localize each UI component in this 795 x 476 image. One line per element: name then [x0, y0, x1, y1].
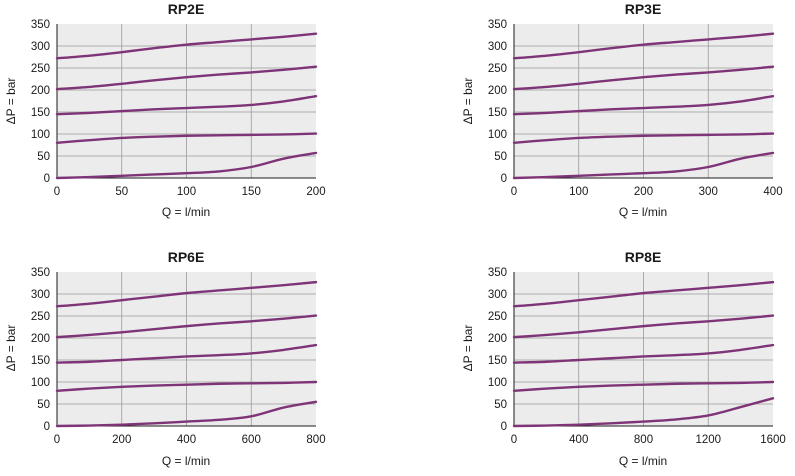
- series-line: [55, 280, 318, 308]
- chart-title: RP2E: [168, 1, 205, 17]
- y-axis-label: ΔP = bar: [4, 325, 18, 372]
- series-line: [55, 94, 318, 116]
- series-line: [55, 343, 318, 364]
- x-tick-label: 200: [112, 434, 131, 446]
- x-tick-label: 400: [763, 186, 782, 198]
- y-tick-label: 250: [31, 311, 50, 323]
- series-line: [55, 132, 318, 144]
- x-tick-label: 100: [177, 186, 196, 198]
- y-tick-label: 50: [494, 151, 507, 163]
- series-line: [512, 151, 775, 180]
- x-tick-label: 100: [569, 186, 588, 198]
- chart-panel-rp8e: RP8E ΔP = bar Q = l/min 0 400 800 1200 16000…: [461, 249, 786, 468]
- series-line: [512, 132, 775, 144]
- y-tick-label: 100: [488, 129, 507, 141]
- y-tick-label: 350: [31, 267, 50, 279]
- y-axis-label: ΔP = bar: [461, 78, 475, 125]
- y-tick-label: 100: [31, 377, 50, 389]
- x-tick-label: 0: [511, 186, 517, 198]
- series-line: [512, 397, 775, 428]
- series-line: [55, 151, 318, 180]
- series-line: [512, 314, 775, 339]
- y-tick-label: 300: [31, 41, 50, 53]
- y-tick-label: 350: [31, 19, 50, 31]
- series-line: [55, 65, 318, 91]
- y-axis-label: ΔP = bar: [4, 78, 18, 125]
- chart-panel-rp2e: RP2E ΔP = bar Q = l/min 0 50 100 150 200 0 50 1…: [4, 1, 326, 219]
- plot-area: 0 200 400 600 800 0 50 100 150 200 250 300 350: [31, 267, 326, 446]
- series-line: [55, 380, 318, 392]
- chart-title: RP8E: [625, 249, 662, 265]
- chart-panel-rp3e: RP3E ΔP = bar Q = l/min 0 100 200 300 400 0 50…: [461, 1, 783, 219]
- series-line: [512, 380, 775, 392]
- y-tick-label: 150: [488, 355, 507, 367]
- x-tick-label: 0: [54, 434, 60, 446]
- series-line: [512, 32, 775, 60]
- y-tick-label: 300: [488, 41, 507, 53]
- y-tick-label: 250: [488, 311, 507, 323]
- y-tick-label: 100: [488, 377, 507, 389]
- series-line: [512, 65, 775, 91]
- x-axis-label: Q = l/min: [619, 205, 667, 219]
- y-tick-label: 50: [37, 399, 50, 411]
- y-tick-label: 150: [31, 107, 50, 119]
- y-tick-label: 150: [31, 355, 50, 367]
- y-tick-label: 200: [31, 85, 50, 97]
- x-tick-label: 800: [634, 434, 653, 446]
- chart-panel-rp6e: RP6E ΔP = bar Q = l/min 0 200 400 600 800 0 50…: [4, 249, 326, 468]
- x-tick-label: 0: [54, 186, 60, 198]
- series-line: [512, 280, 775, 308]
- y-tick-label: 50: [37, 151, 50, 163]
- x-tick-label: 150: [242, 186, 261, 198]
- chart-title: RP3E: [625, 1, 662, 17]
- x-tick-label: 800: [306, 434, 325, 446]
- y-tick-label: 0: [501, 173, 507, 185]
- chart-title: RP6E: [168, 249, 205, 265]
- y-tick-label: 200: [31, 333, 50, 345]
- y-tick-label: 200: [488, 85, 507, 97]
- y-tick-label: 350: [488, 19, 507, 31]
- x-tick-label: 200: [306, 186, 325, 198]
- series-line: [512, 343, 775, 364]
- y-tick-label: 0: [44, 421, 50, 433]
- x-tick-label: 600: [242, 434, 261, 446]
- x-axis-label: Q = l/min: [162, 205, 210, 219]
- y-tick-label: 0: [501, 421, 507, 433]
- y-tick-label: 100: [31, 129, 50, 141]
- plot-area: 0 100 200 300 400 0 50 100 150 200 250 300 350: [488, 19, 783, 198]
- x-tick-label: 300: [699, 186, 718, 198]
- x-tick-label: 400: [177, 434, 196, 446]
- y-axis-label: ΔP = bar: [461, 325, 475, 372]
- x-axis-label: Q = l/min: [619, 454, 667, 468]
- series-line: [55, 400, 318, 428]
- x-axis-label: Q = l/min: [162, 454, 210, 468]
- plot-area: 0 400 800 1200 1600 0 50 100 150 200 250 300 350: [488, 267, 786, 446]
- series-line: [512, 94, 775, 116]
- x-tick-label: 50: [115, 186, 128, 198]
- y-tick-label: 50: [494, 399, 507, 411]
- y-tick-label: 250: [488, 63, 507, 75]
- x-tick-label: 1600: [760, 434, 786, 446]
- series-line: [55, 314, 318, 339]
- x-tick-label: 0: [511, 434, 517, 446]
- x-tick-label: 400: [569, 434, 588, 446]
- y-tick-label: 250: [31, 63, 50, 75]
- y-tick-label: 350: [488, 267, 507, 279]
- y-tick-label: 300: [31, 289, 50, 301]
- y-tick-label: 200: [488, 333, 507, 345]
- series-line: [55, 32, 318, 60]
- x-tick-label: 200: [634, 186, 653, 198]
- x-tick-label: 1200: [695, 434, 721, 446]
- plot-area: 0 50 100 150 200 0 50 100 150 200 250 300 350: [31, 19, 326, 198]
- y-tick-label: 150: [488, 107, 507, 119]
- y-tick-label: 300: [488, 289, 507, 301]
- y-tick-label: 0: [44, 173, 50, 185]
